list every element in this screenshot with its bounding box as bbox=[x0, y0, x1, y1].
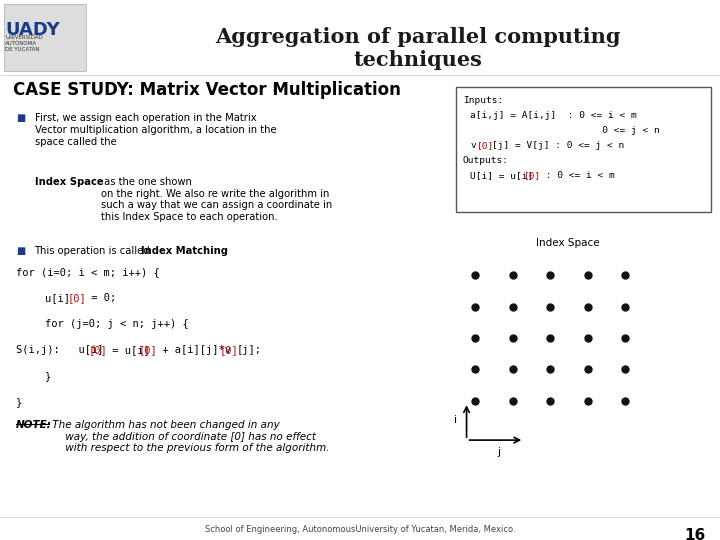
Text: Index Space: Index Space bbox=[35, 177, 103, 187]
Text: [0]: [0] bbox=[524, 171, 541, 180]
Text: The algorithm has not been changed in any
     way, the addition of coordinate [: The algorithm has not been changed in an… bbox=[49, 420, 330, 454]
Text: [0]: [0] bbox=[477, 141, 494, 150]
Text: a[i,j] = A[i,j]  : 0 <= i < m: a[i,j] = A[i,j] : 0 <= i < m bbox=[470, 111, 637, 120]
Text: .: . bbox=[207, 246, 211, 256]
Text: This operation is called: This operation is called bbox=[35, 246, 153, 256]
Bar bbox=[4, 4, 86, 71]
Text: [j];: [j]; bbox=[237, 345, 262, 355]
Text: [j] = V[j] : 0 <= j < n: [j] = V[j] : 0 <= j < n bbox=[492, 141, 625, 150]
Bar bbox=[0, 0, 720, 73]
Text: }: } bbox=[45, 371, 51, 381]
Text: as the one shown
on the right. We also re write the algorithm in
such a way that: as the one shown on the right. We also r… bbox=[101, 177, 332, 222]
Text: = u[i]: = u[i] bbox=[106, 345, 150, 355]
Text: Aggregation of parallel computing
techniques: Aggregation of parallel computing techni… bbox=[215, 27, 621, 70]
Text: j: j bbox=[497, 447, 500, 457]
Text: Index Matching: Index Matching bbox=[141, 246, 228, 256]
Text: ■: ■ bbox=[17, 113, 26, 124]
Text: [0]: [0] bbox=[139, 345, 158, 355]
Text: S(i,j):   u[i]: S(i,j): u[i] bbox=[16, 345, 104, 355]
Text: [0]: [0] bbox=[89, 345, 107, 355]
Text: Inputs:: Inputs: bbox=[463, 96, 503, 105]
Text: ■: ■ bbox=[17, 246, 26, 256]
Text: 0 <= j < n: 0 <= j < n bbox=[470, 126, 660, 135]
Text: School of Engineering, AutonomousUniversity of Yucatan, Merida, Mexico.: School of Engineering, AutonomousUnivers… bbox=[204, 525, 516, 534]
Text: u[i]: u[i] bbox=[45, 293, 70, 303]
Text: UADY: UADY bbox=[5, 21, 60, 38]
Text: Outputs:: Outputs: bbox=[463, 156, 509, 165]
Text: U[i] = u[i]: U[i] = u[i] bbox=[470, 171, 534, 180]
Text: First, we assign each operation in the Matrix
Vector multiplication algorithm, a: First, we assign each operation in the M… bbox=[35, 113, 276, 146]
Text: 16: 16 bbox=[684, 528, 706, 540]
Text: NOTE:: NOTE: bbox=[16, 420, 52, 430]
Text: CASE STUDY: Matrix Vector Multiplication: CASE STUDY: Matrix Vector Multiplication bbox=[13, 81, 401, 99]
Bar bbox=[456, 87, 711, 212]
Text: [0]: [0] bbox=[220, 345, 238, 355]
Text: for (j=0; j < n; j++) {: for (j=0; j < n; j++) { bbox=[45, 319, 189, 329]
Text: Index Space: Index Space bbox=[536, 238, 599, 248]
Text: : 0 <= i < m: : 0 <= i < m bbox=[540, 171, 615, 180]
Text: for (i=0; i < m; i++) {: for (i=0; i < m; i++) { bbox=[16, 267, 160, 278]
Text: i: i bbox=[454, 415, 456, 424]
Text: }: } bbox=[16, 397, 22, 407]
Text: [0]: [0] bbox=[68, 293, 86, 303]
Text: UNIVERSIDAD
AUTÓNOMA
DE YUCATÁN: UNIVERSIDAD AUTÓNOMA DE YUCATÁN bbox=[5, 35, 43, 52]
Text: + a[i][j]*v: + a[i][j]*v bbox=[156, 345, 231, 355]
Text: = 0;: = 0; bbox=[85, 293, 116, 303]
Text: v: v bbox=[470, 141, 476, 150]
